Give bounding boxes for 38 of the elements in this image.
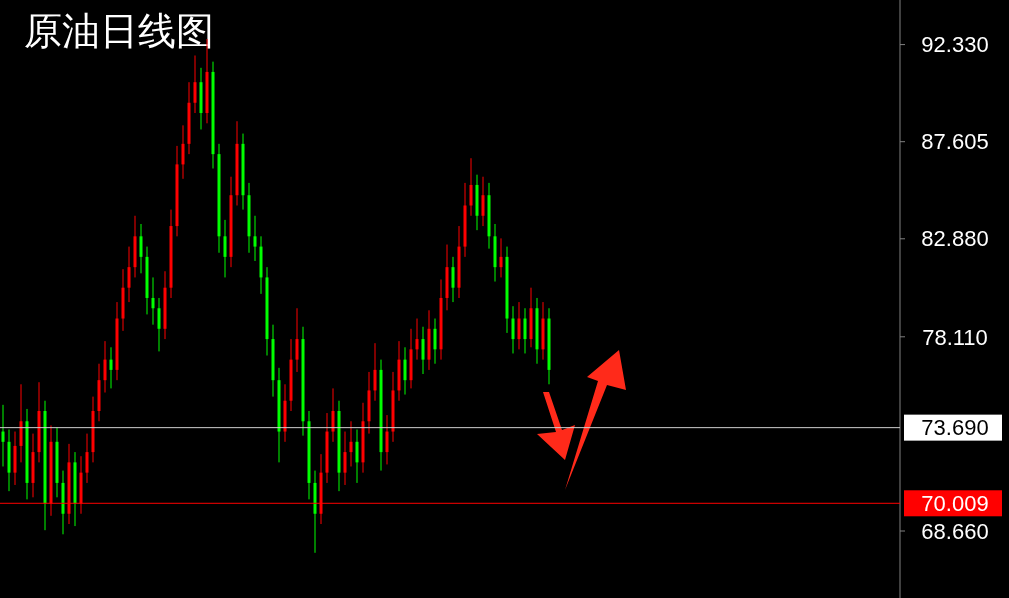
y-tick-label: 68.660 (921, 518, 989, 544)
candlestick (517, 301, 521, 350)
candlestick (385, 414, 389, 465)
candlestick (193, 54, 197, 114)
candlestick (85, 433, 89, 484)
candlestick (295, 307, 299, 373)
candlestick (151, 276, 155, 326)
y-tick-label: 82.880 (921, 226, 989, 252)
candlestick (157, 297, 161, 352)
candlestick (355, 428, 359, 484)
candlestick (403, 346, 407, 396)
candlestick (109, 346, 113, 389)
candlestick (253, 215, 257, 262)
candlestick (343, 431, 347, 486)
y-tick-label: 78.110 (922, 324, 988, 350)
candlestick (511, 305, 515, 354)
candlestick (415, 318, 419, 361)
candlestick (433, 318, 437, 365)
candlestick (103, 340, 107, 393)
candlestick (481, 176, 485, 227)
candlestick (451, 256, 455, 303)
y-tick-label: 87.605 (921, 129, 989, 155)
candlestick (181, 124, 185, 180)
candlestick (331, 387, 335, 443)
ref-line-label: 73.690 (921, 415, 989, 441)
candlestick (499, 237, 503, 278)
chart-title: 原油日线图 (24, 10, 214, 52)
candlestick (127, 246, 131, 303)
candlestick (421, 326, 425, 375)
ref-line-label: 70.009 (921, 490, 989, 516)
candlestick (139, 223, 143, 274)
candlestick (373, 342, 377, 402)
candlestick (1, 404, 5, 467)
candlestick (349, 420, 353, 467)
y-tick-label: 92.330 (921, 32, 989, 58)
candlestick (469, 157, 473, 217)
candlestick (523, 307, 527, 354)
candlestick (223, 219, 227, 278)
